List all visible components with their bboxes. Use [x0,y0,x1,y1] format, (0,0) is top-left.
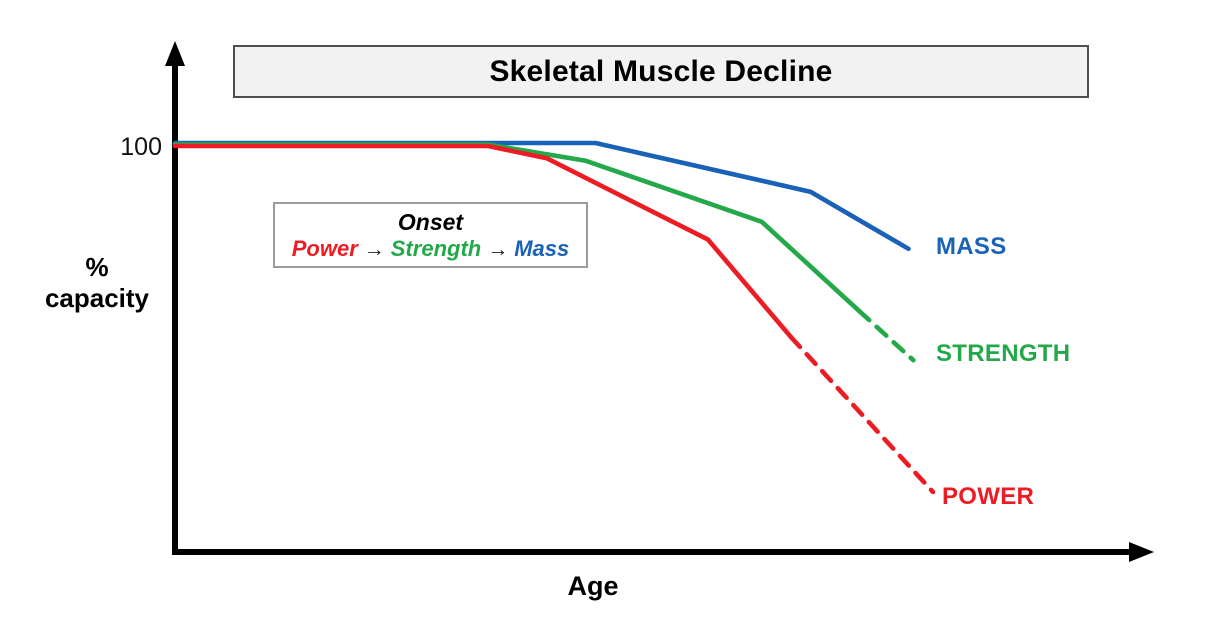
onset-arrow-icon: → [363,238,385,261]
onset-word-power: Power [291,236,358,261]
series-label-strength: STRENGTH [936,340,1071,367]
onset-sequence: Power → Strength → Mass [292,235,570,263]
series-line-power-dashed [788,334,936,495]
onset-annotation-box: Onset Power → Strength → Mass [273,202,588,268]
series-lines [172,140,936,495]
x-axis-arrow-icon [1129,542,1154,562]
x-axis-label: Age [567,571,619,601]
onset-word-mass: Mass [514,236,570,261]
y-tick-100: 100 [120,133,162,161]
series-line-power-solid [172,143,794,340]
chart-title: Skeletal Muscle Decline [489,54,833,88]
series-label-mass: MASS [936,233,1007,260]
y-axis-arrow-icon [165,41,185,66]
series-label-power: POWER [942,483,1035,510]
series-line-strength-dashed [857,309,916,363]
y-axis-label-line1: % [85,252,109,282]
onset-word-strength: Strength [390,236,482,261]
onset-arrow-icon: → [487,238,509,261]
chart-title-box: Skeletal Muscle Decline [233,45,1089,98]
onset-heading: Onset [397,209,464,235]
y-axis-label: % capacity [22,252,172,314]
y-axis-label-line2: capacity [44,283,150,313]
